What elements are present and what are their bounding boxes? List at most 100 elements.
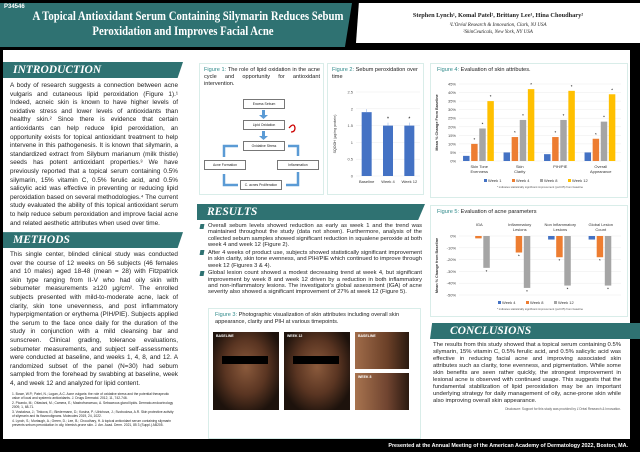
bar: [361, 112, 372, 176]
legend-swatch: [512, 179, 515, 182]
figure-5-caption: Figure 5: Evaluation of acne parameters: [437, 209, 537, 216]
significance-marker: *: [567, 287, 569, 292]
y-tick-label: 5%: [450, 150, 456, 155]
references: 1. Bowe, W.P.; Patel, N.; Logan, A.C. Ac…: [12, 392, 177, 428]
significance-marker: *: [408, 117, 410, 123]
chart-footnote: * indicates statistically significant im…: [497, 185, 584, 189]
authors: Stephen Lynch¹, Komal Patel², Brittany L…: [412, 12, 584, 19]
bar: [383, 125, 393, 176]
y-tick-label: 1: [351, 140, 354, 145]
figure-4: Figure 4: Evaluation of skin attributes.…: [430, 63, 628, 198]
bar: [523, 236, 531, 288]
bar: [552, 137, 559, 161]
y-tick-label: 25%: [448, 116, 456, 121]
significance-marker: *: [518, 254, 520, 259]
photo-baseline-cheek: BASELINE: [355, 332, 409, 369]
figure-2-caption: Figure 2: Sebum peroxidation over time: [332, 67, 422, 81]
legend-label: Week 8: [530, 300, 544, 305]
flow-arrows: [222, 110, 300, 187]
significance-marker: *: [482, 121, 484, 126]
legend-swatch: [540, 179, 543, 182]
x-tick-label: Evenness: [470, 169, 488, 174]
x-tick-label: Clarity: [514, 169, 525, 174]
significance-marker: *: [611, 87, 613, 92]
y-tick-label: 15%: [448, 133, 456, 138]
x-tick-label: PIH/PIE: [553, 164, 568, 169]
authors-box: Stephen Lynch¹, Komal Patel², Brittany L…: [356, 3, 640, 43]
significance-marker: *: [514, 130, 516, 135]
y-tick-label: 35%: [448, 99, 456, 104]
y-tick-label: 0.5: [347, 157, 353, 162]
y-axis-label: Mean % Change From Baseline: [435, 94, 439, 150]
legend-label: Week 1: [488, 178, 502, 183]
legend-label: Week 4: [502, 300, 516, 305]
flow-node: Inflammation: [277, 160, 319, 170]
figure-4-caption: Figure 4: Evaluation of skin attributes.: [437, 67, 531, 74]
photo-label: WEEK 12: [287, 334, 303, 338]
bar: [483, 236, 490, 268]
bar: [548, 236, 555, 240]
y-tick-label: 0: [351, 174, 354, 179]
legend-swatch: [526, 301, 529, 304]
y-tick-label: 20%: [448, 124, 456, 129]
bar: [511, 137, 519, 161]
y-tick-label: -20%: [447, 257, 457, 262]
bar: [519, 119, 527, 161]
figure-label: Figure 1:: [204, 67, 227, 73]
significance-marker: *: [555, 130, 557, 135]
results-list: Overall sebum levels showed reduction as…: [200, 223, 422, 297]
significance-marker: *: [474, 137, 476, 142]
down-arrow-icon: [262, 110, 265, 116]
x-tick-label: Inflammatory: [508, 222, 531, 227]
caption-text: Evaluation of skin attributes.: [459, 67, 531, 73]
photo-label: BASELINE: [216, 334, 234, 338]
x-tick-label: IGA: [476, 222, 483, 227]
flow-node: Lipid Oxidation: [243, 120, 285, 130]
legend-swatch: [484, 179, 487, 182]
bar: [588, 236, 596, 240]
y-tick-label: 0%: [450, 234, 456, 239]
significance-marker: *: [559, 258, 561, 263]
significance-marker: *: [607, 287, 609, 292]
bar: [463, 155, 470, 161]
significance-marker: *: [530, 82, 532, 87]
reference: 4. Lynch, S.; Murtaugh, A.; Green, D.; L…: [12, 418, 172, 427]
y-tick-label: 2.5: [347, 90, 353, 95]
figure-2: Figure 2: Sebum peroxidation over time 0…: [327, 63, 424, 195]
results-bullet: Global lesion count showed a modest decr…: [200, 270, 422, 296]
legend-label: Week 12: [558, 300, 574, 305]
bar: [584, 152, 592, 161]
y-axis-label: Mean % Change from Baseline: [435, 238, 439, 293]
legend-label: Week 12: [572, 178, 588, 183]
reference: 1. Bowe, W.P.; Patel, N.; Logan, A.C. Ac…: [12, 391, 169, 400]
conclusions-text: The results from this study showed that …: [433, 342, 621, 404]
methods-text: This single center, blinded clinical stu…: [10, 251, 178, 387]
bar: [515, 236, 523, 253]
y-axis-label: SQOOH (µg/mg protein): [333, 115, 337, 154]
bar: [404, 125, 415, 176]
reference: 3. Vostalova, J.; Tinkova, E.; Biederman…: [12, 409, 174, 418]
title-line-1: A Topical Antioxidant Serum Containing S…: [32, 9, 344, 23]
bar: [568, 90, 575, 161]
figure-3: Figure 3: Photographic visualization of …: [208, 308, 421, 439]
x-tick-label: Week 12: [401, 179, 417, 184]
legend-swatch: [554, 301, 557, 304]
photo-week12-front: WEEK 12: [284, 332, 350, 410]
x-tick-label: Overall: [594, 164, 607, 169]
significance-marker: *: [490, 94, 492, 99]
caption-text: Photographic visualization of skin attri…: [215, 312, 400, 325]
affiliation-1: ¹L'Oréal Research & Innovation, Clark, N…: [449, 23, 547, 28]
figure-label: Figure 3:: [215, 312, 238, 318]
figure-label: Figure 2:: [332, 67, 355, 73]
introduction-heading: INTRODUCTION: [3, 62, 183, 78]
caption-text: The role of lipid oxidation in the acne …: [204, 67, 320, 87]
legend-swatch: [498, 301, 501, 304]
bar: [471, 143, 478, 161]
y-tick-label: -50%: [447, 293, 457, 298]
y-tick-label: 45%: [448, 82, 456, 87]
photo-label: BASELINE: [358, 334, 376, 338]
y-tick-label: 10%: [448, 141, 456, 146]
results-bullet: Overall sebum levels showed reduction as…: [200, 223, 422, 249]
disclosure: Disclosure: Support for this study was p…: [505, 407, 621, 411]
flow-node: Excess Sebum: [243, 99, 285, 109]
